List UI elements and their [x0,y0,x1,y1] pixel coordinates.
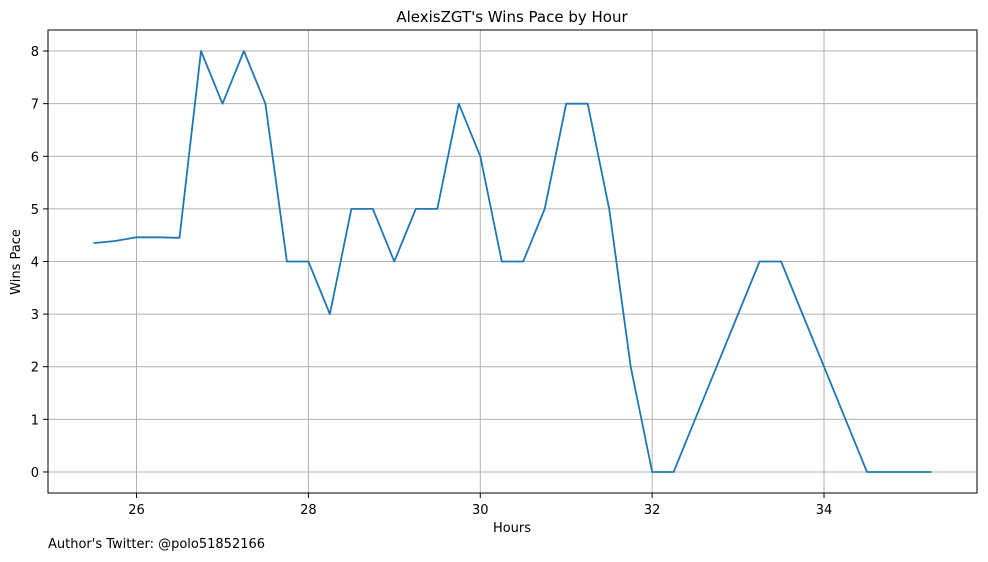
y-axis-ticks: 0 1 2 3 4 5 6 7 8 [31,45,48,481]
x-tick-label: 28 [300,503,317,518]
y-tick-label: 7 [31,98,39,113]
y-tick-label: 1 [31,413,39,428]
series-line [93,50,932,473]
author-footnote: Author's Twitter: @polo51852166 [48,537,266,552]
y-tick-label: 0 [31,466,39,481]
chart-title: AlexisZGT's Wins Pace by Hour [396,8,628,26]
x-axis-ticks: 26 28 30 32 34 [128,493,832,518]
y-tick-label: 3 [31,308,39,323]
x-tick-label: 26 [128,503,145,518]
x-tick-label: 34 [816,503,833,518]
y-tick-label: 8 [31,45,39,60]
y-axis-label: Wins Pace [9,229,24,295]
y-tick-label: 4 [31,256,39,271]
y-tick-label: 6 [31,150,39,165]
y-tick-label: 2 [31,361,39,376]
y-tick-label: 5 [31,203,39,218]
grid [48,30,977,493]
x-tick-label: 32 [644,503,661,518]
series-line-group [93,50,932,473]
x-tick-label: 30 [472,503,489,518]
x-axis-label: Hours [493,521,531,536]
